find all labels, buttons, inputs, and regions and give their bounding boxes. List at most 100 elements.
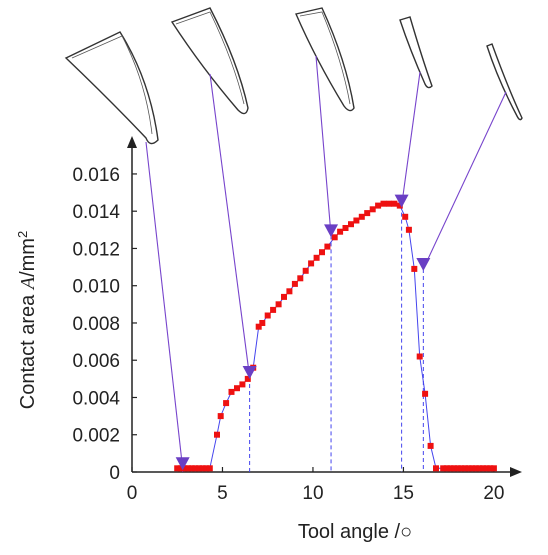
data-point	[259, 320, 266, 326]
annotation-arrow	[315, 55, 332, 236]
tool-blade-icon-4	[399, 16, 433, 89]
tool-blade-icon-5	[486, 43, 523, 121]
data-point	[469, 465, 476, 472]
data-point	[188, 465, 195, 472]
data-point	[369, 206, 376, 213]
data-point	[206, 465, 213, 472]
y-axis-title: Contact area A/mm2	[15, 231, 40, 409]
data-point	[348, 221, 354, 228]
data-point	[244, 375, 251, 382]
x-tick-label: 15	[393, 483, 414, 504]
annotation-arrowhead	[175, 457, 190, 471]
data-point	[490, 465, 497, 472]
data-point	[223, 400, 230, 407]
data-point	[270, 306, 277, 313]
annotation-arrow	[145, 141, 184, 469]
data-point	[391, 200, 398, 207]
x-axis-title: Tool angle /○	[298, 521, 412, 543]
data-point	[402, 213, 409, 220]
data-point	[427, 442, 434, 449]
y-tick-label: 0	[109, 463, 120, 484]
y-tick-label: 0.004	[72, 388, 120, 409]
tool-blade-icon-3	[295, 7, 355, 112]
data-point	[217, 413, 224, 420]
data-point	[458, 465, 465, 472]
data-point	[364, 210, 371, 217]
data-point	[181, 465, 188, 472]
plot-area: 0 5 10 15 20 0 0.002 0.004 0.006 0.008 0.010 0.012 0…	[72, 55, 522, 504]
data-point	[234, 385, 240, 392]
data-point	[440, 465, 447, 472]
data-point	[483, 465, 490, 472]
data-point	[228, 388, 235, 395]
tool-blade-icon-2	[170, 7, 249, 115]
data-point	[422, 390, 429, 397]
data-point	[331, 234, 338, 241]
data-point	[411, 265, 418, 272]
y-axis-title-unit: /mm	[17, 238, 39, 277]
data-point	[472, 465, 479, 472]
data-point	[319, 249, 325, 256]
annotation-arrow	[401, 71, 421, 206]
x-tick-label: 20	[483, 483, 504, 504]
data-point	[308, 260, 315, 267]
series-line	[177, 203, 494, 469]
data-point	[199, 465, 206, 472]
data-point	[255, 323, 262, 330]
data-point	[174, 465, 181, 472]
y-axis-title-prefix: Contact area	[17, 289, 39, 409]
x-tick-label: 5	[217, 483, 228, 504]
data-point	[324, 243, 331, 250]
data-point	[275, 301, 282, 308]
data-point	[239, 381, 246, 388]
annotation-arrowhead	[394, 194, 409, 208]
data-point	[185, 465, 192, 472]
data-point	[462, 465, 468, 472]
data-point	[358, 213, 365, 220]
data-point	[286, 288, 293, 295]
annotation-arrowhead	[324, 224, 339, 238]
tool-blade-icon-1	[64, 31, 159, 145]
x-tick-label: 10	[302, 483, 323, 504]
data-point	[264, 312, 271, 319]
data-point	[454, 465, 461, 472]
data-point	[196, 465, 202, 472]
data-point	[214, 431, 220, 438]
data-point	[487, 465, 494, 472]
annotation-arrowhead	[242, 365, 257, 379]
data-point	[302, 267, 309, 274]
y-tick-label: 0.012	[72, 239, 120, 260]
data-point	[405, 226, 412, 233]
y-axis-title-symbol: A	[17, 276, 39, 291]
data-point	[375, 202, 382, 209]
data-point	[480, 465, 486, 472]
data-point	[281, 293, 287, 300]
data-point	[443, 465, 450, 472]
data-point	[203, 465, 210, 472]
data-point	[291, 280, 298, 287]
data-point	[337, 228, 344, 235]
data-point	[353, 217, 360, 224]
y-axis-title-superscript: 2	[15, 231, 30, 238]
y-tick-label: 0.016	[72, 165, 120, 186]
data-point	[192, 465, 199, 472]
x-axis-arrow	[510, 467, 522, 477]
annotation-arrow	[209, 73, 251, 378]
y-tick-label: 0.010	[72, 277, 120, 298]
data-point	[177, 465, 184, 472]
data-point	[297, 275, 304, 282]
y-tick-label: 0.008	[72, 314, 120, 335]
y-tick-label: 0.006	[72, 351, 120, 372]
y-tick-label: 0.002	[72, 426, 120, 447]
data-point	[416, 353, 423, 360]
y-tick-label: 0.014	[72, 202, 120, 223]
data-point	[342, 225, 349, 231]
data-point	[386, 200, 392, 207]
data-point	[433, 465, 439, 472]
annotation-arrow	[422, 91, 507, 270]
data-point	[465, 465, 472, 472]
annotation-arrowhead	[416, 257, 431, 271]
data-point	[380, 200, 387, 207]
